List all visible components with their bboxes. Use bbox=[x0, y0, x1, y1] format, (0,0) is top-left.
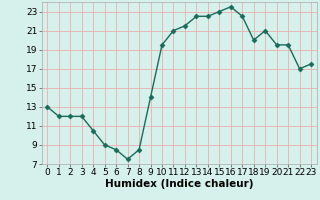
X-axis label: Humidex (Indice chaleur): Humidex (Indice chaleur) bbox=[105, 179, 253, 189]
